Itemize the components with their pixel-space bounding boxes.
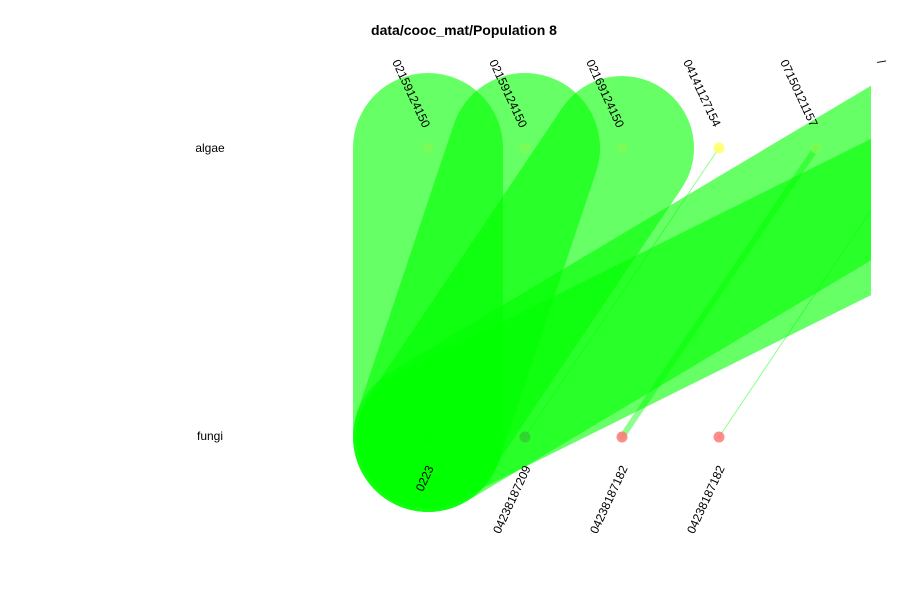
chart-title: data/cooc_mat/Population 8: [371, 22, 557, 38]
top-node-t0: [422, 142, 434, 154]
bottom-tick-label: 04238187182: [587, 463, 631, 536]
top-node-t1: [519, 142, 531, 154]
row-label-algae: algae: [195, 141, 225, 155]
bottom-node-b3: [713, 431, 725, 443]
bottom-node-b1: [519, 431, 531, 443]
top-node-t3: [713, 142, 725, 154]
bottom-node-b2: [616, 431, 628, 443]
edge-t6-b0: [358, 138, 871, 507]
top-tick-label: /: [874, 57, 888, 67]
row-label-fungi: fungi: [197, 429, 223, 443]
top-node-t4: [810, 142, 822, 154]
top-node-t2: [616, 142, 628, 154]
nodes-layer: [422, 142, 822, 443]
bottom-tick-label: 04238187182: [684, 463, 728, 536]
bottom-node-b0: [422, 431, 434, 443]
edges-layer: [353, 73, 871, 512]
edge-t5-b3: [718, 209, 871, 438]
top-tick-label: 0715012115​7: [777, 57, 820, 129]
